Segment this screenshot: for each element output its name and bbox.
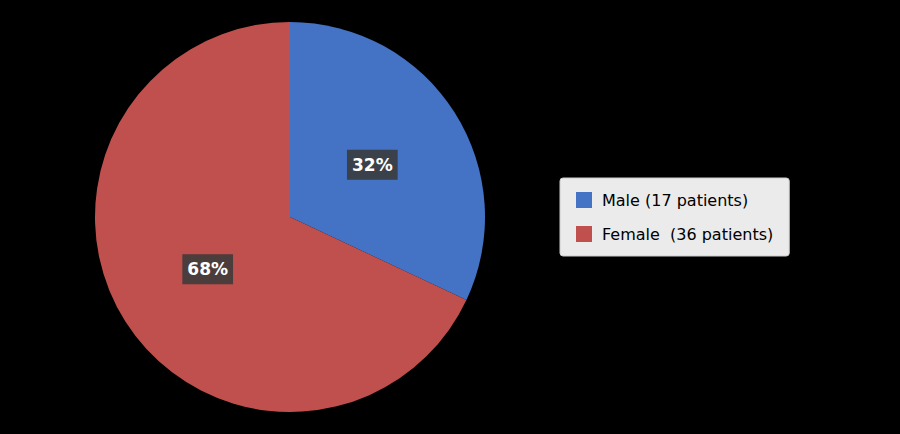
data-label: 68% xyxy=(187,259,228,279)
legend: Male (17 patients) Female (36 patients) xyxy=(560,178,789,256)
legend-entry: Female (36 patients) xyxy=(602,225,773,244)
chart-container: 32% 68% Male (17 patients) Female (36 patie… xyxy=(0,0,900,434)
legend-box xyxy=(560,178,789,256)
data-label-group: 32% xyxy=(347,150,398,180)
data-label-box xyxy=(347,150,398,180)
data-label-group: 68% xyxy=(182,254,233,284)
legend-entry: Male (17 patients) xyxy=(602,191,748,210)
legend-swatch xyxy=(576,192,592,208)
data-label-box xyxy=(182,254,233,284)
data-label: 32% xyxy=(352,155,393,175)
pie-slice xyxy=(95,22,466,412)
slices xyxy=(95,22,485,412)
chart-svg: 32% 68% Male (17 patients) Female (36 patie… xyxy=(0,0,900,434)
data-labels: 32% 68% xyxy=(182,150,397,284)
legend-swatch xyxy=(576,226,592,242)
background xyxy=(0,0,900,434)
